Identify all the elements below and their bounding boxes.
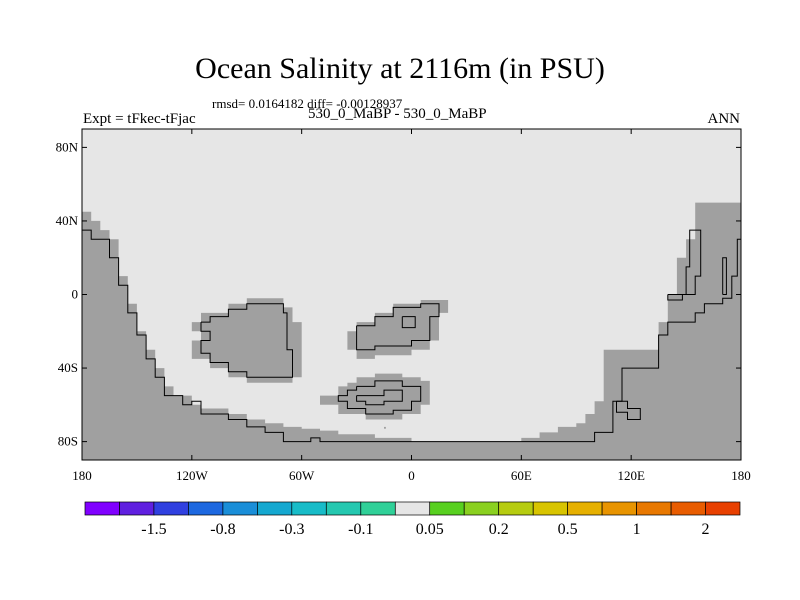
experiment-label: Expt = tFkec-tFjac	[83, 111, 196, 127]
hatch-cell	[384, 426, 386, 429]
colorbar-label: -0.8	[210, 521, 235, 538]
plot-title: Ocean Salinity at 2116m (in PSU)	[195, 52, 605, 85]
colorbar-box	[188, 501, 224, 516]
axis-ticks: 80N 40N 0 40S 80S 180 120W 60W 0 60E 120E 180	[56, 129, 751, 483]
land-region-island-b	[347, 300, 449, 359]
lat-tick-label: 80S	[58, 434, 78, 449]
colorbar-box	[429, 501, 465, 516]
lat-tick-label: 80N	[56, 139, 79, 154]
contour-island-b-inner	[401, 316, 416, 329]
lon-tick-label: 120E	[617, 468, 645, 483]
colorbar-box	[84, 501, 120, 516]
land-region-island-a	[191, 298, 302, 383]
colorbar-box	[670, 501, 706, 516]
colorbar-box	[394, 501, 431, 516]
colorbar-box	[636, 501, 672, 516]
plot-subtitle: 530_0_MaBP - 530_0_MaBP	[308, 106, 487, 122]
colorbar-label: -1.5	[141, 521, 166, 538]
stats-text: rmsd= 0.0164182 diff= -0.00128937	[212, 96, 403, 111]
land-region-west	[82, 129, 741, 460]
lon-tick-label: 0	[408, 468, 415, 483]
season-label: ANN	[707, 111, 741, 127]
colorbar-box	[601, 501, 637, 516]
contour-island-a	[200, 303, 293, 378]
lon-tick-label: 60E	[511, 468, 532, 483]
colorbar-box	[705, 501, 741, 516]
colorbar-label: -0.1	[348, 521, 373, 538]
lon-tick-label: 120W	[176, 468, 209, 483]
colorbar-label: -0.3	[279, 521, 304, 538]
contour-island-c-inner	[356, 389, 403, 406]
lat-tick-label: 0	[72, 287, 79, 302]
colorbar-box	[325, 501, 362, 516]
colorbar-box	[153, 501, 189, 516]
colorbar-box	[119, 501, 155, 516]
contour-island-c	[337, 380, 422, 415]
colorbar-label: 2	[702, 521, 710, 538]
lat-tick-label: 40N	[56, 213, 79, 228]
colorbar-box	[291, 501, 327, 516]
colorbar: -1.5 -0.8 -0.3 -0.1 0.05 0.2 0.5 1 2	[84, 501, 741, 538]
contour-west-coast	[82, 229, 741, 443]
colorbar-box	[360, 501, 396, 516]
contour-sw-loop	[616, 400, 641, 420]
colorbar-label: 0.2	[489, 521, 509, 538]
lon-tick-label: 180	[731, 468, 751, 483]
colorbar-label: 0.05	[416, 521, 444, 538]
contour-east-inner	[722, 257, 727, 295]
colorbar-box	[463, 501, 500, 516]
lon-tick-label: 180	[72, 468, 92, 483]
colorbar-label: 0.5	[558, 521, 578, 538]
contour-layer	[82, 229, 741, 443]
colorbar-box	[498, 501, 534, 516]
colorbar-box	[257, 501, 293, 516]
contour-island-b	[356, 303, 440, 351]
colorbar-box	[567, 501, 603, 516]
contour-east-upper	[667, 229, 702, 301]
lat-tick-label: 40S	[58, 360, 78, 375]
colorbar-label: 1	[633, 521, 641, 538]
colorbar-box	[532, 501, 569, 516]
lon-tick-label: 60W	[289, 468, 315, 483]
colorbar-box	[222, 501, 258, 516]
